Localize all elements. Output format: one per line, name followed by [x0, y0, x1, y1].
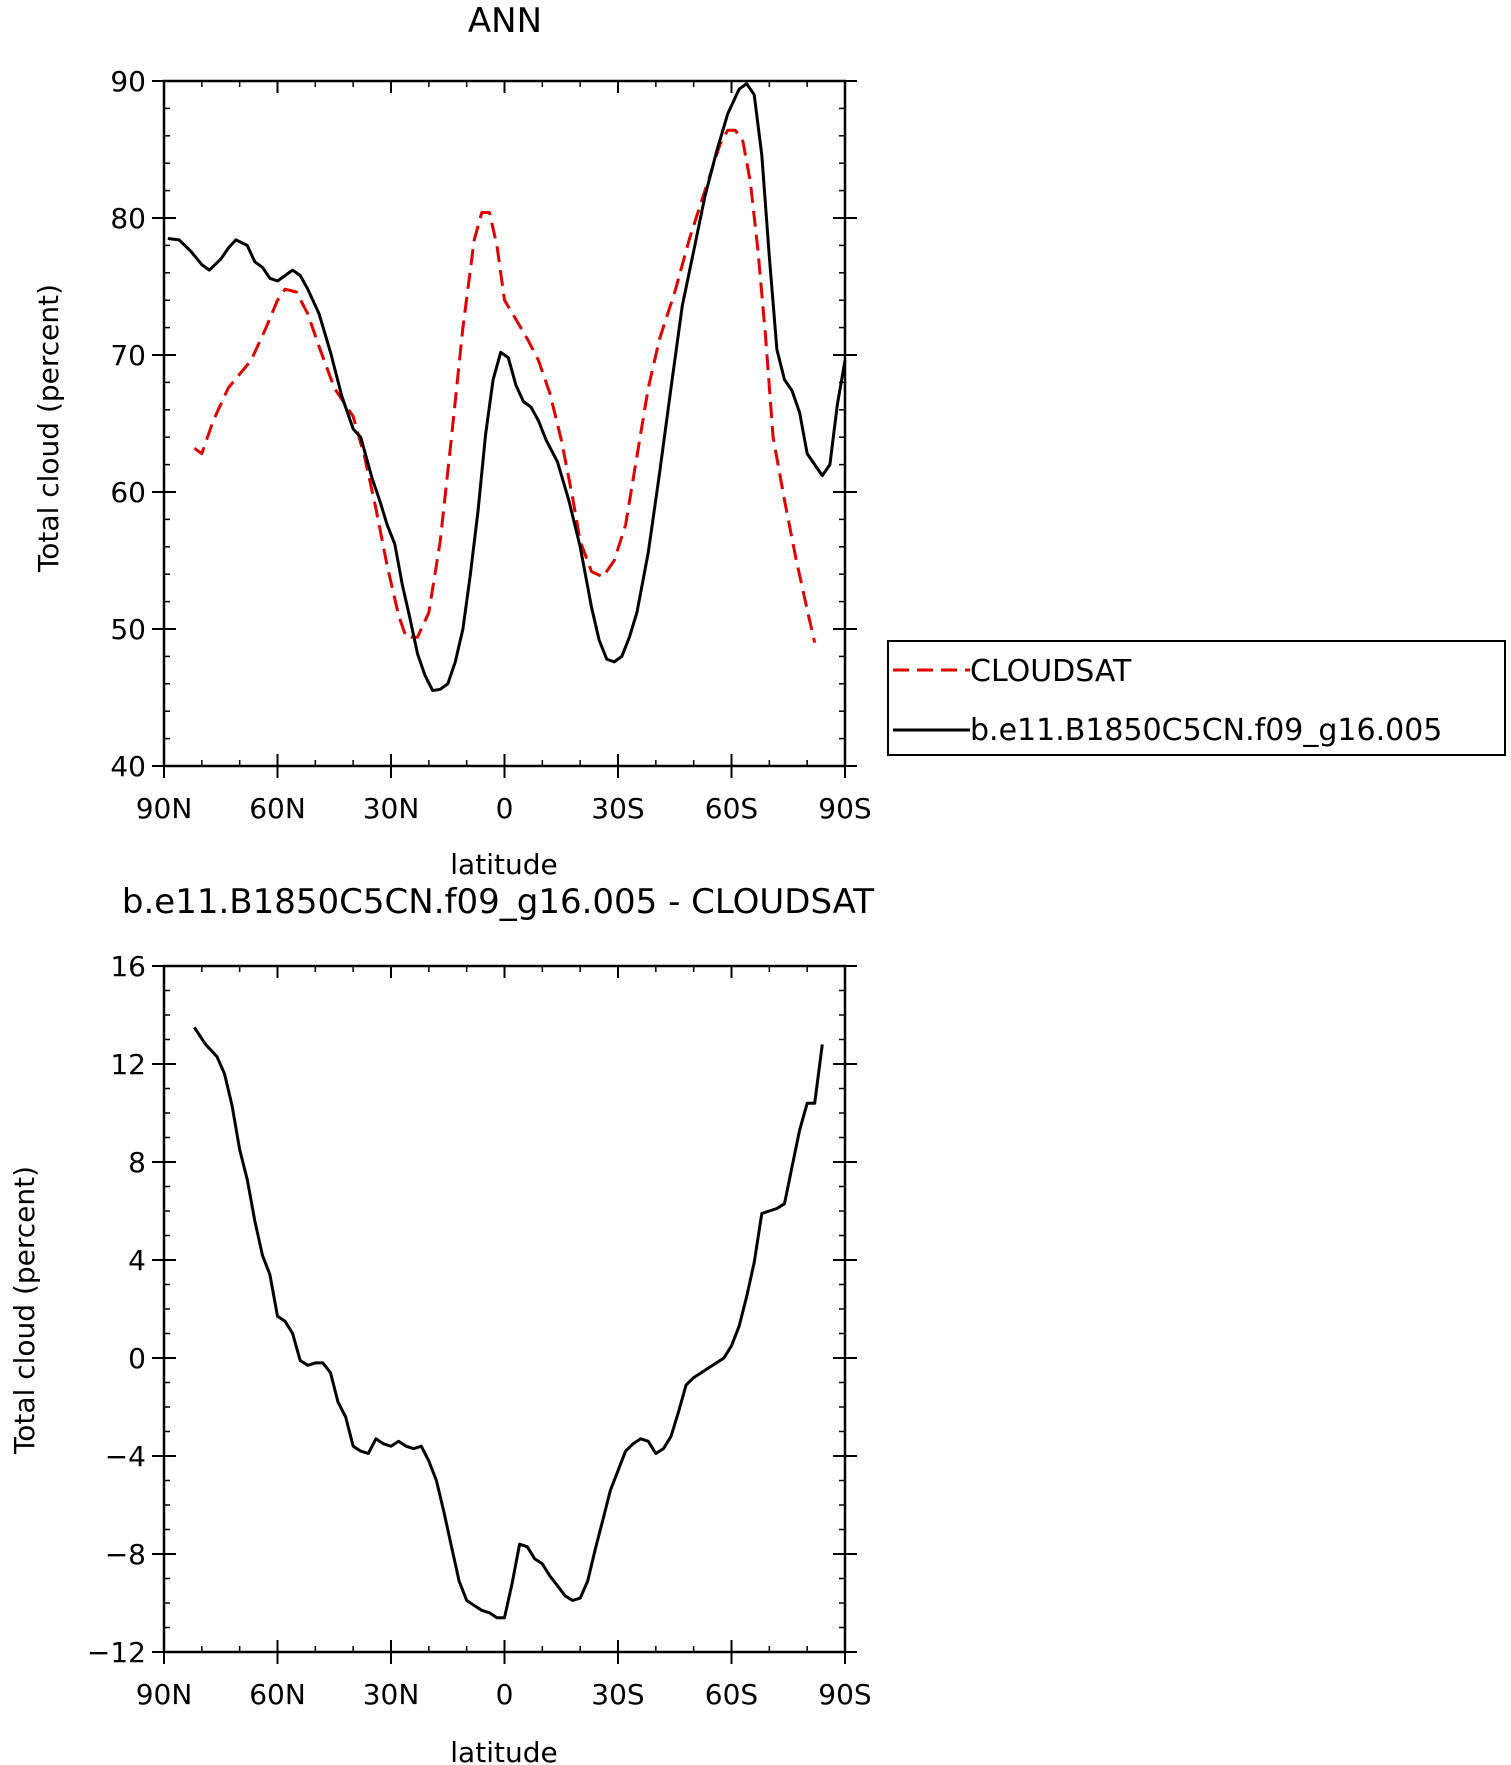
bottom-x-tick-label: 90S: [818, 1678, 871, 1711]
bottom-series-line-1: [193, 1026, 824, 1620]
bottom-y-tick-label: 12: [110, 1048, 146, 1081]
top-y-tick-label: 80: [110, 202, 146, 235]
top-x-tick-label: 0: [496, 792, 514, 825]
legend-label-cloudsat: CLOUDSAT: [970, 654, 1132, 689]
bottom-chart-y-axis-label: Total cloud (percent): [8, 1166, 41, 1455]
bottom-y-tick-label: −12: [87, 1636, 146, 1669]
bottom-y-tick-label: −8: [105, 1538, 146, 1571]
legend-label-model: b.e11.B1850C5CN.f09_g16.005: [970, 713, 1442, 748]
top-x-tick-label: 90N: [136, 792, 193, 825]
bottom-x-tick-label: 0: [496, 1678, 514, 1711]
top-series-line-2: [167, 82, 847, 693]
bottom-y-tick-label: 16: [110, 950, 146, 983]
bottom-x-tick-label: 60N: [249, 1678, 306, 1711]
bottom-y-tick-label: 8: [128, 1146, 146, 1179]
top-x-tick-label: 30S: [591, 792, 644, 825]
top-chart-title: ANN: [468, 1, 542, 41]
bottom-x-tick-label: 90N: [136, 1678, 193, 1711]
legend: CLOUDSAT b.e11.B1850C5CN.f09_g16.005: [887, 640, 1506, 756]
top-series-line-1: [193, 128, 817, 644]
top-x-tick-label: 60S: [705, 792, 758, 825]
bottom-chart-tick-labels: 90N 60N 30N 0 30S 60S 90S −12 −8 −4 0 4 8 12 16: [87, 950, 872, 1711]
bottom-chart-title: b.e11.B1850C5CN.f09_g16.005 - CLOUDSAT: [122, 882, 874, 922]
bottom-x-tick-label: 30S: [591, 1678, 644, 1711]
bottom-chart-series: [193, 1026, 824, 1620]
top-chart-tick-labels: 90N 60N 30N 0 30S 60S 90S 40 50 60 70 80 90: [110, 65, 871, 825]
bottom-chart: b.e11.B1850C5CN.f09_g16.005 - CLOUDSAT T…: [8, 882, 874, 1765]
top-y-tick-label: 60: [110, 476, 146, 509]
top-y-tick-label: 40: [110, 750, 146, 783]
top-x-tick-label: 60N: [249, 792, 306, 825]
top-chart: ANN Total cloud (percent) latitude 90N 60…: [32, 1, 872, 881]
top-chart-series: [167, 82, 847, 693]
legend-box: [887, 640, 1506, 756]
top-x-tick-label: 30N: [363, 792, 420, 825]
top-chart-frame: [162, 79, 847, 768]
bottom-y-tick-label: −4: [105, 1440, 146, 1473]
bottom-y-tick-label: 0: [128, 1342, 146, 1375]
top-y-tick-label: 50: [110, 613, 146, 646]
top-y-tick-label: 90: [110, 65, 146, 98]
bottom-y-tick-label: 4: [128, 1244, 146, 1277]
top-x-tick-label: 90S: [818, 792, 871, 825]
bottom-chart-x-axis-label: latitude: [450, 1736, 557, 1765]
bottom-x-tick-label: 60S: [705, 1678, 758, 1711]
bottom-chart-frame: [162, 964, 847, 1654]
top-chart-x-axis-label: latitude: [450, 848, 557, 881]
top-y-tick-label: 70: [110, 339, 146, 372]
bottom-x-tick-label: 30N: [363, 1678, 420, 1711]
top-chart-y-axis-label: Total cloud (percent): [32, 284, 65, 573]
